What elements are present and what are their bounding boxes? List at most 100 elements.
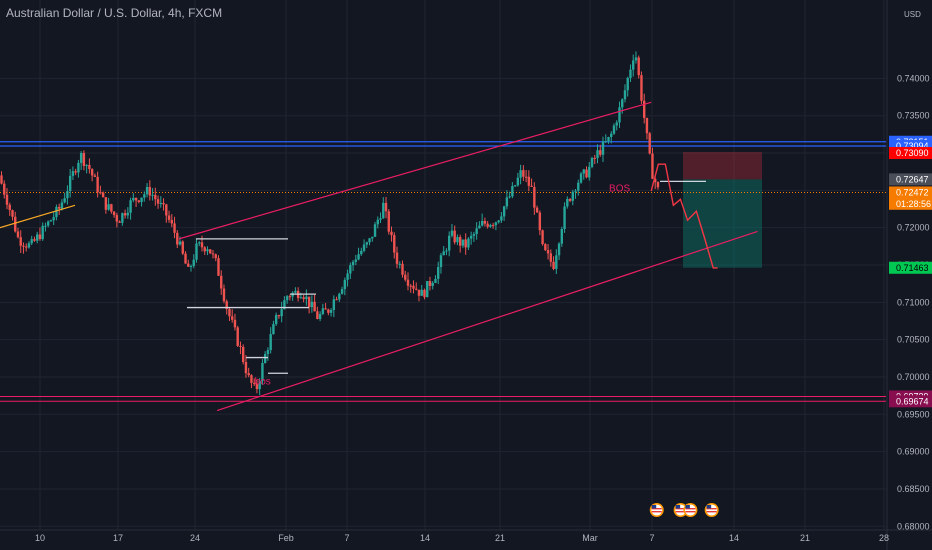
candle-body <box>447 235 451 251</box>
candle-body <box>656 182 660 188</box>
candle-body <box>184 253 187 264</box>
candle-body <box>52 217 55 221</box>
price-label-badge <box>889 197 932 210</box>
candle-body <box>288 296 292 298</box>
candle-body <box>285 296 289 301</box>
candle-body <box>472 234 476 236</box>
candle-body <box>442 251 445 256</box>
candle-body <box>324 308 327 310</box>
us-flag-event-icon[interactable] <box>683 503 698 517</box>
candle-body <box>77 162 80 173</box>
candle-body <box>401 263 404 275</box>
candle-body <box>516 177 520 186</box>
candle-body <box>96 176 99 193</box>
candle-body <box>643 100 646 118</box>
time-axis[interactable]: 10 17 24 Feb 7 14 21 Mar 7 14 21 28 <box>0 529 932 543</box>
candle-body <box>134 197 138 201</box>
candle-body <box>612 125 616 134</box>
flag-stripe <box>706 508 717 510</box>
candle-body <box>415 288 418 290</box>
candle-body <box>5 194 9 205</box>
time-tick-label: 7 <box>649 533 654 543</box>
candle-body <box>11 210 14 217</box>
price-tick-label: 0.72000 <box>897 223 930 233</box>
flag-canton <box>651 505 657 509</box>
flag-stripe <box>706 511 717 513</box>
us-flag-event-icon[interactable] <box>673 503 688 517</box>
price-tick-label: 0.70500 <box>897 335 930 345</box>
projected-path <box>650 163 718 269</box>
axis-currency: USD <box>904 10 921 19</box>
time-tick-label: 7 <box>344 533 349 543</box>
candle-body <box>129 200 132 213</box>
candle-body <box>209 249 212 254</box>
candle-body <box>456 236 459 243</box>
flag-stripe <box>675 511 686 513</box>
candle-body <box>637 57 640 76</box>
candle-body <box>343 279 347 290</box>
candle-body <box>143 194 146 198</box>
candle-body <box>645 117 649 134</box>
candle-body <box>258 380 261 390</box>
candle-body <box>192 259 195 266</box>
candle-body <box>489 224 492 227</box>
candle-body <box>107 204 110 210</box>
candle-body <box>552 261 555 269</box>
candle-body <box>263 353 267 363</box>
candle-body <box>318 314 322 319</box>
candle-body <box>618 107 621 123</box>
candle-body <box>461 239 465 246</box>
candle-body <box>242 346 245 363</box>
candle-body <box>651 153 654 179</box>
candle-body <box>409 285 412 287</box>
event-icons[interactable] <box>649 503 719 517</box>
candle-body <box>167 215 171 220</box>
candle-body <box>159 202 163 204</box>
candle-body <box>200 242 204 248</box>
candle-body <box>332 299 336 311</box>
candle-body <box>382 202 385 219</box>
time-tick-label: 14 <box>729 533 739 543</box>
candle-body <box>450 230 454 236</box>
us-flag-event-icon[interactable] <box>649 503 664 517</box>
candle-body <box>57 206 61 209</box>
candle-body <box>393 235 396 253</box>
candle-body <box>464 239 467 248</box>
candle-body <box>346 273 349 280</box>
candle-body <box>557 243 561 256</box>
candle-body <box>354 259 358 262</box>
candle-body <box>428 281 432 286</box>
candle-body <box>118 221 121 223</box>
position-zones <box>683 152 762 268</box>
candle-body <box>236 327 239 346</box>
candle-body <box>79 153 83 163</box>
time-tick-label: 24 <box>190 533 200 543</box>
time-tick-label: 10 <box>35 533 45 543</box>
candle-body <box>173 223 176 233</box>
candle-body <box>189 265 193 267</box>
candle-body <box>49 220 53 222</box>
candle-body <box>66 191 69 199</box>
candle-body <box>14 216 17 232</box>
candle-body <box>406 279 410 286</box>
candle-body <box>198 242 201 244</box>
flag-stripe <box>651 511 662 513</box>
candle-body <box>176 232 179 245</box>
candle-body <box>566 198 569 207</box>
candle-body <box>601 141 605 155</box>
price-tick-label: 0.74000 <box>897 73 930 83</box>
candle-body <box>541 230 544 245</box>
candle-body <box>626 77 629 91</box>
candle-body <box>272 324 275 335</box>
candle-body <box>231 316 234 320</box>
candle-body <box>126 212 130 216</box>
price-tick-label: 0.68500 <box>897 484 930 494</box>
candle-body <box>123 213 127 216</box>
candle-body <box>178 241 182 245</box>
price-label-text: 01:28:56 <box>896 199 931 209</box>
us-flag-event-icon[interactable] <box>704 503 719 517</box>
candle-body <box>434 278 437 283</box>
take-profit-zone <box>683 179 762 268</box>
